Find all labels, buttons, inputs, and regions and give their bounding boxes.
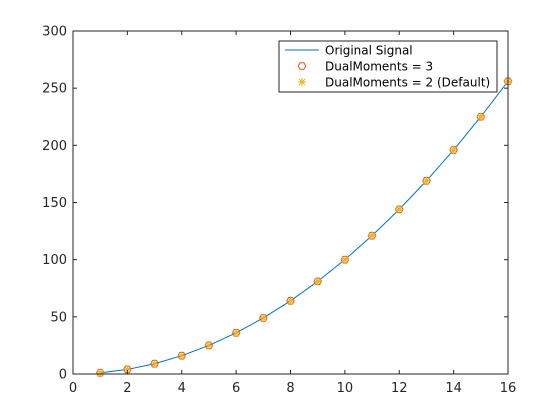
legend-label: DualMoments = 3	[325, 59, 433, 73]
asterisk-stroke	[395, 205, 403, 213]
asterisk-stroke	[123, 366, 131, 373]
data-point-asterisk	[340, 255, 350, 264]
data-point-asterisk	[313, 277, 322, 286]
asterisk-stroke	[232, 329, 240, 337]
x-tick-label: 6	[232, 381, 240, 396]
series-1	[100, 81, 509, 374]
x-tick-label: 8	[286, 381, 294, 396]
asterisk-stroke	[341, 256, 349, 264]
data-point-asterisk	[422, 176, 431, 185]
y-tick-label: 300	[42, 25, 67, 40]
asterisk-stroke	[205, 342, 213, 349]
data-point-asterisk	[259, 313, 268, 323]
asterisk-stroke	[287, 297, 294, 305]
asterisk-stroke	[423, 177, 430, 185]
series-line	[100, 81, 509, 374]
y-tick-label: 150	[42, 196, 67, 211]
axes-layer: 0 2 4 6 8 10 12 14 16 0 50 100 150 200 250 300	[42, 25, 516, 397]
asterisk-stroke	[450, 146, 458, 154]
asterisk-stroke	[477, 113, 485, 121]
data-point-asterisk	[449, 145, 458, 155]
x-tick-label: 2	[123, 381, 131, 396]
y-tick-label: 0	[59, 368, 67, 383]
asterisk-stroke	[298, 78, 306, 86]
data-point-asterisk	[204, 341, 214, 350]
asterisk-stroke	[314, 278, 322, 285]
y-tick-label: 250	[42, 82, 67, 97]
series-layer	[95, 77, 513, 378]
legend: Original Signal DualMoments = 3 DualMoment…	[278, 40, 498, 93]
x-tick-label: 4	[178, 381, 186, 396]
data-point-asterisk	[231, 328, 241, 338]
y-tick-label: 200	[42, 139, 67, 154]
data-point-asterisk	[286, 296, 295, 306]
data-point-asterisk	[395, 205, 404, 214]
y-tick-label: 100	[42, 253, 67, 268]
asterisk-stroke	[368, 232, 376, 240]
legend-label: Original Signal	[325, 43, 413, 57]
asterisk-stroke	[178, 352, 186, 360]
legend-asterisk-swatch	[297, 77, 307, 87]
x-tick-label: 0	[69, 381, 77, 396]
asterisk-stroke	[151, 360, 158, 368]
asterisk-stroke	[96, 369, 104, 377]
data-point-asterisk	[150, 359, 159, 368]
data-point-asterisk	[476, 112, 486, 121]
legend-hexagon-swatch	[297, 62, 307, 70]
legend-item-3: DualMoments = 2 (Default)	[297, 75, 490, 89]
data-point-asterisk	[367, 231, 377, 240]
x-tick-label: 12	[391, 381, 408, 396]
asterisk-stroke	[259, 314, 267, 322]
y-tick-label: 50	[50, 310, 67, 325]
x-tick-label: 10	[337, 381, 354, 396]
legend-label: DualMoments = 2 (Default)	[325, 75, 490, 89]
legend-item-1: Original Signal	[285, 43, 413, 57]
legend-item-2: DualMoments = 3	[297, 59, 433, 73]
x-tick-label: 16	[500, 381, 517, 396]
x-tick-label: 14	[445, 381, 462, 396]
data-point-asterisk	[177, 351, 186, 360]
data-point-asterisk	[95, 368, 105, 378]
